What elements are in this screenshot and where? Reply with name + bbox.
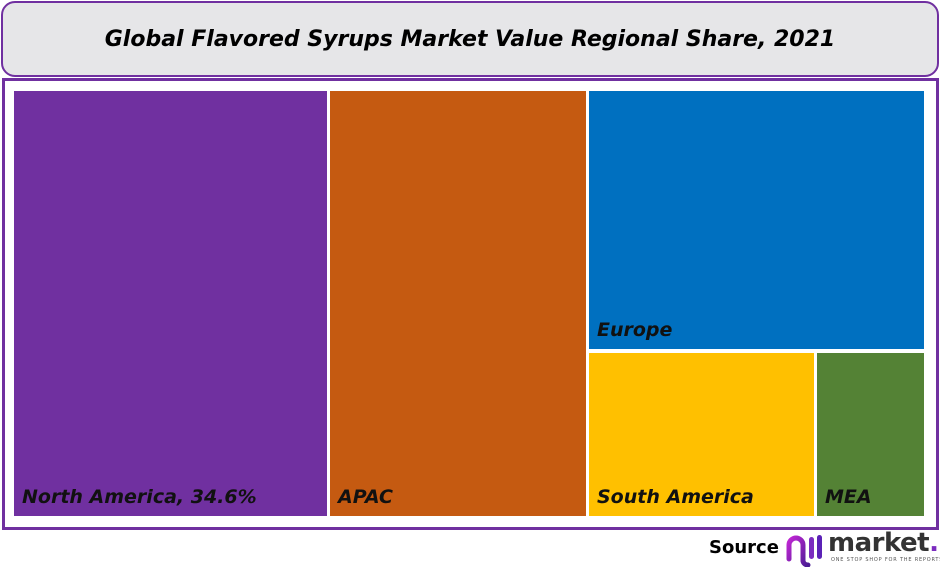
tile-apac: APAC (330, 91, 586, 516)
market-us-logo-icon (786, 535, 822, 567)
source-label: Source (709, 537, 779, 558)
tile-label-mea: MEA (825, 486, 872, 508)
title-box: Global Flavored Syrups Market Value Regi… (1, 1, 939, 77)
tile-south-america: South America (589, 353, 814, 516)
tile-label-europe: Europe (597, 319, 673, 341)
tile-north-america: North America, 34.6% (14, 91, 327, 516)
tile-europe: Europe (589, 91, 924, 349)
logo-tagline: ONE STOP SHOP FOR THE REPORTS (831, 557, 940, 563)
logo-text: market.us (828, 528, 940, 558)
tile-label-north-america: North America, 34.6% (22, 486, 257, 508)
market-us-logo: market.us ONE STOP SHOP FOR THE REPORTS (786, 528, 940, 567)
tile-mea: MEA (817, 353, 924, 516)
tile-label-south-america: South America (597, 486, 754, 508)
tile-label-apac: APAC (338, 486, 393, 508)
chart-title: Global Flavored Syrups Market Value Regi… (104, 26, 836, 52)
treemap-frame: North America, 34.6% APAC Europe South A… (2, 78, 939, 530)
